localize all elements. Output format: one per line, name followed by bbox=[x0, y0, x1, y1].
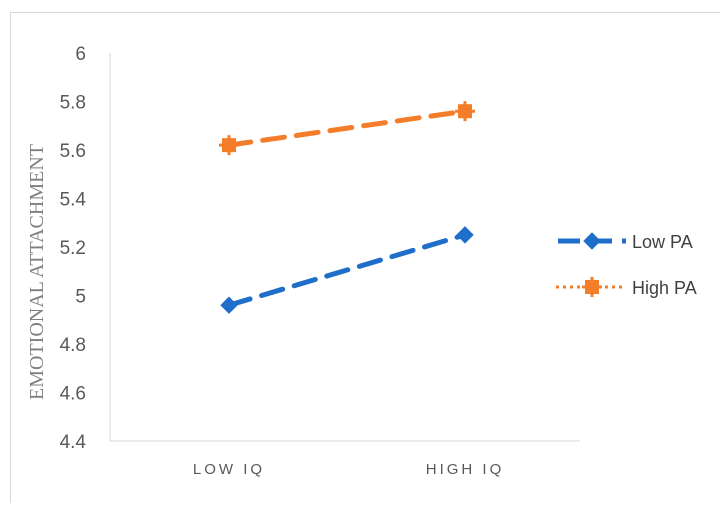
series-layer bbox=[219, 101, 475, 314]
y-tick-label: 5.8 bbox=[60, 93, 86, 114]
series-line bbox=[226, 108, 468, 148]
y-tick-label: 4.6 bbox=[60, 384, 86, 405]
chart-frame bbox=[10, 12, 720, 503]
y-axis-title: EMOTIONAL ATTACHMENT bbox=[26, 144, 48, 400]
x-tick-labels: LOW IQ HIGH IQ bbox=[193, 461, 505, 478]
legend-item-high-pa: High PA bbox=[556, 277, 697, 298]
y-tick-label: 5.2 bbox=[60, 238, 86, 259]
x-tick-label: LOW IQ bbox=[193, 461, 265, 478]
y-tick-label: 6 bbox=[75, 44, 86, 65]
y-tick-label: 4.8 bbox=[60, 335, 86, 356]
legend-marker bbox=[583, 232, 601, 250]
y-tick-label: 5.4 bbox=[60, 190, 87, 211]
series-low-pa bbox=[220, 226, 474, 314]
data-point-marker bbox=[220, 296, 238, 314]
y-tick-label: 5.6 bbox=[60, 141, 86, 162]
legend: Low PA High PA bbox=[556, 232, 697, 298]
y-tick-labels: 4.4 4.6 4.8 5 5.2 5.4 5.6 5.8 6 bbox=[60, 44, 87, 453]
data-point-marker bbox=[456, 226, 474, 244]
x-tick-label: HIGH IQ bbox=[426, 461, 505, 478]
series-line bbox=[226, 232, 468, 308]
legend-marker bbox=[582, 277, 602, 297]
data-point-marker bbox=[455, 101, 475, 122]
data-point-marker bbox=[219, 135, 239, 156]
y-tick-label: 4.4 bbox=[60, 432, 87, 453]
legend-label: Low PA bbox=[632, 232, 693, 252]
legend-label: High PA bbox=[632, 278, 697, 298]
y-tick-label: 5 bbox=[75, 287, 86, 308]
series-high-pa bbox=[219, 101, 475, 156]
axes bbox=[109, 53, 580, 442]
legend-item-low-pa: Low PA bbox=[558, 232, 693, 252]
